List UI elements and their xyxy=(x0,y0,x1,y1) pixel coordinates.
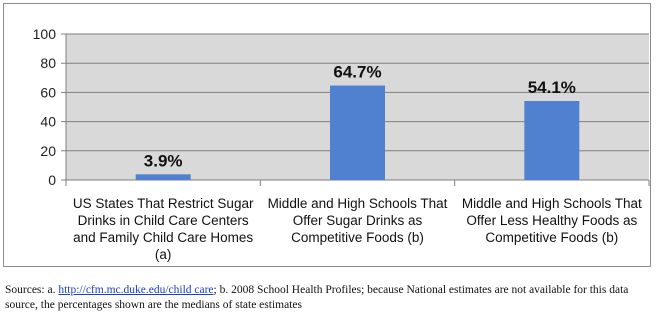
x-category-label: and Family Child Care Homes xyxy=(73,230,253,245)
bar-chart: 0 20 40 60 80 100 3.9% US States That Restrict … xyxy=(33,26,650,262)
y-tick-label: 40 xyxy=(40,114,56,130)
y-tick-label: 0 xyxy=(48,172,56,188)
x-category-label: (a) xyxy=(155,247,172,262)
bar xyxy=(524,101,580,180)
bar xyxy=(330,85,385,180)
sources-prefix: Sources: a. xyxy=(5,284,59,296)
x-category-label: Offer Less Healthy Foods as xyxy=(466,213,637,228)
y-tick-label: 80 xyxy=(40,55,56,71)
x-category-label: Competitive Foods (b) xyxy=(485,230,618,245)
y-tick-label: 20 xyxy=(40,143,56,159)
x-category-label: Offer Sugar Drinks as xyxy=(293,213,423,228)
x-category-label: Competitive Foods (b) xyxy=(291,230,424,245)
sources-text: ; b. 2008 School Health Profiles; becaus… xyxy=(5,284,629,311)
chart-frame: 0 20 40 60 80 100 3.9% US States That Restrict … xyxy=(3,3,651,267)
x-category-label: Middle and High Schools That xyxy=(268,196,448,211)
sources-note: Sources: a. http://cfm.mc.duke.edu/child… xyxy=(5,283,651,313)
y-tick-label: 100 xyxy=(33,26,57,42)
x-category-label: Drinks in Child Care Centers xyxy=(78,213,249,228)
data-label: 64.7% xyxy=(333,63,381,82)
data-label: 3.9% xyxy=(144,151,183,170)
x-category-label: US States That Restrict Sugar xyxy=(73,196,254,211)
sources-link[interactable]: http://cfm.mc.duke.edu/child care xyxy=(58,284,214,296)
y-tick-label: 60 xyxy=(40,84,56,100)
x-category-label: Middle and High Schools That xyxy=(462,196,642,211)
data-label: 54.1% xyxy=(528,78,576,97)
bar xyxy=(135,174,191,180)
